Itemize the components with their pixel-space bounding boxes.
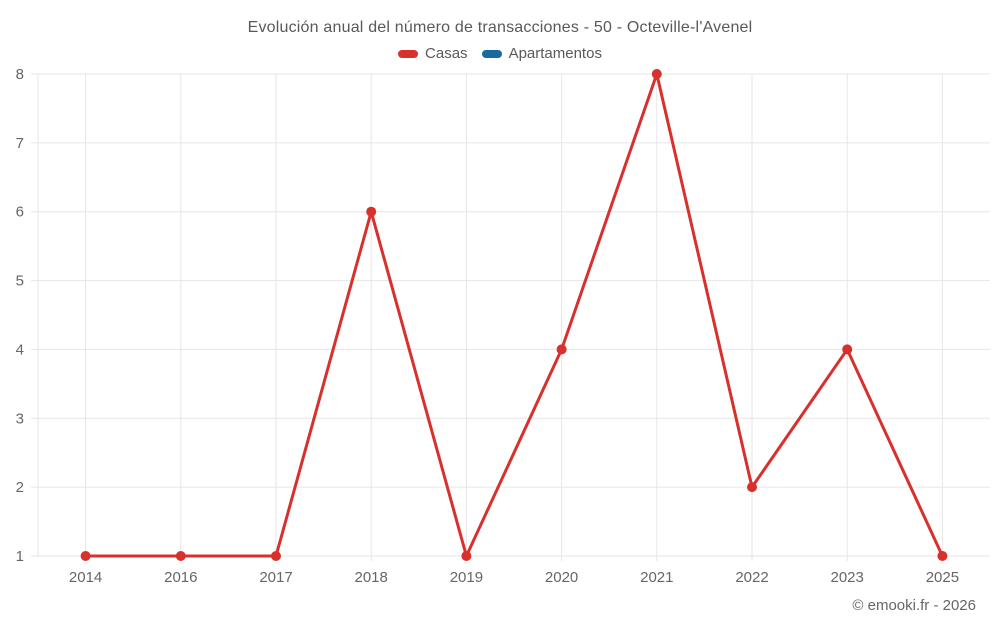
x-axis-tick-label: 2025 [926,569,959,586]
series-line-casas [84,72,944,558]
x-axis-tick-label: 2020 [545,569,578,586]
data-point[interactable] [937,551,948,561]
data-point[interactable] [366,206,377,217]
legend-swatch-casas [398,49,419,58]
x-axis-tick-label: 2016 [164,569,197,586]
y-axis-tick-label: 4 [16,341,24,358]
x-axis-tick-label: 2021 [640,569,673,586]
x-axis-tick-label: 2014 [69,569,102,586]
legend: Casas Apartamentos [0,45,1000,62]
y-axis-tick-label: 2 [16,479,24,496]
x-axis-tick-label: 2019 [450,569,483,586]
x-axis-tick-label: 2017 [259,569,292,586]
data-point[interactable] [461,551,472,561]
data-point[interactable] [651,69,662,79]
y-axis-tick-label: 7 [16,135,24,152]
data-point[interactable] [80,551,91,561]
chart-title: Evolución anual del número de transaccio… [247,19,753,36]
data-point[interactable] [556,344,567,355]
legend-item-casas[interactable]: Casas [398,45,468,62]
legend-item-apartamentos[interactable]: Apartamentos [481,45,602,62]
y-axis-tick-label: 8 [16,66,24,83]
x-axis-tick-label: 2022 [735,569,768,586]
data-point[interactable] [842,344,853,355]
y-axis-tick-label: 5 [16,273,24,290]
data-point[interactable] [175,551,186,561]
data-point[interactable] [271,551,281,561]
y-axis-tick-label: 6 [16,204,24,221]
data-point[interactable] [747,482,757,493]
legend-swatch-apartamentos [481,49,502,58]
x-axis-tick-label: 2023 [831,569,864,586]
y-axis-tick-label: 3 [16,410,24,427]
x-axis-tick-label: 2018 [355,569,388,586]
copyright-text: © emooki.fr - 2026 [852,597,976,614]
legend-label-apartamentos: Apartamentos [508,45,602,62]
y-axis-tick-label: 1 [16,548,24,565]
legend-label-casas: Casas [425,45,468,62]
